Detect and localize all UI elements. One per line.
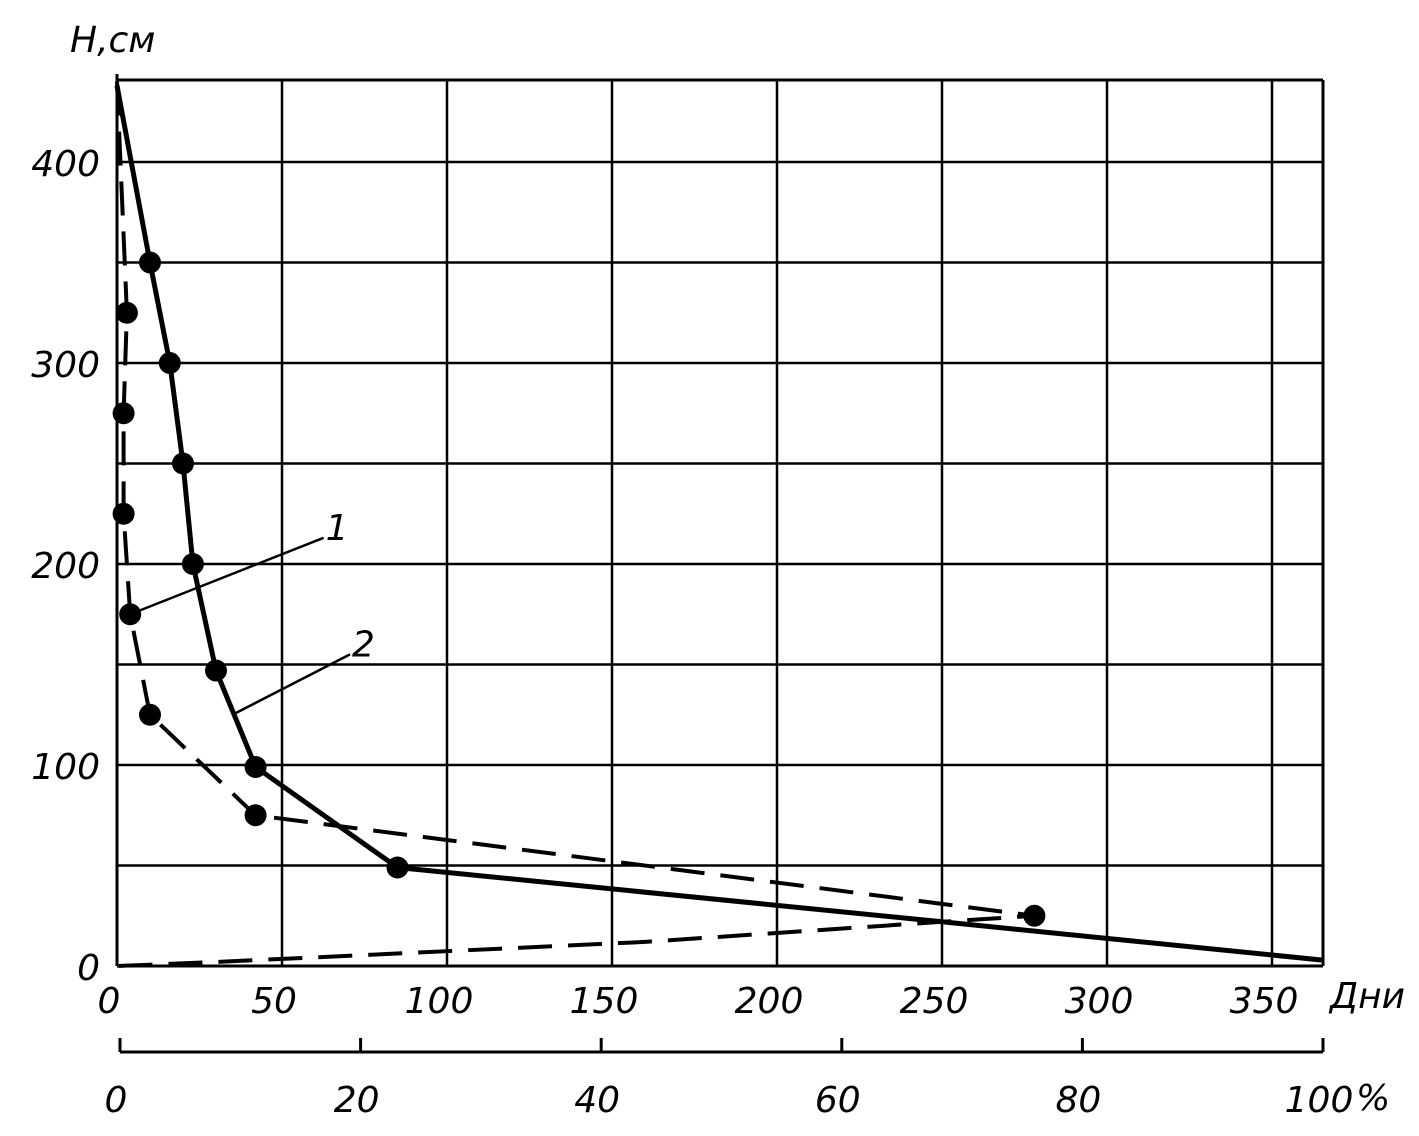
percent-tick-label: 20	[334, 1080, 380, 1121]
x-tick-label: 150	[570, 981, 639, 1022]
series-layer	[114, 81, 1322, 968]
percent-tick-label: 0	[105, 1080, 128, 1121]
callout-leader	[129, 536, 325, 616]
series-2-point	[158, 352, 181, 374]
y-tick-label: 400	[31, 144, 100, 185]
percent-tick-label: 40	[574, 1080, 620, 1121]
series-1-point	[139, 703, 161, 726]
series-2-line	[114, 85, 1322, 963]
y-tick-label: 300	[31, 345, 100, 386]
series-1-point	[244, 804, 267, 827]
callouts-layer: 12	[129, 508, 375, 716]
percent-tick-label: 80	[1055, 1080, 1101, 1121]
x-tick-label: 250	[900, 981, 969, 1022]
series-2-point	[139, 251, 161, 274]
grid	[117, 80, 1323, 966]
series-1-point	[112, 502, 135, 525]
series-2-point	[205, 659, 227, 682]
callout-leader	[231, 653, 351, 716]
callout-label: 2	[352, 624, 375, 665]
series-2-point	[181, 553, 204, 575]
callout-label: 1	[326, 508, 349, 549]
series-2-point	[172, 452, 194, 475]
series-2-point	[386, 856, 409, 879]
x-axis-label: Дни	[1328, 976, 1405, 1017]
markers-layer	[112, 251, 1046, 927]
percent-tick-label: 100	[1285, 1080, 1354, 1121]
y-tick-label: 100	[31, 747, 100, 788]
series-1-line	[115, 81, 1037, 968]
series-1-point	[112, 402, 135, 425]
percent-unit-label: %	[1356, 1078, 1390, 1119]
series-1-point	[1023, 904, 1046, 927]
percent-axis: 0 20 40 60 80 100%	[105, 1038, 1390, 1121]
y-tick-label: 0	[77, 948, 100, 989]
plot-frame	[115, 74, 1325, 968]
series-1-point	[115, 301, 138, 324]
percent-tick-label: 60	[815, 1080, 861, 1121]
x-tick-label: 300	[1065, 981, 1134, 1022]
x-tick-label: 100	[405, 981, 474, 1022]
x-tick-label: 50	[251, 981, 297, 1022]
x-tick-label: 200	[735, 981, 804, 1022]
y-tick-label: 200	[31, 546, 100, 587]
tick-labels: 0 50 100 150 200 250 300 350 0 100 200 300 400	[31, 144, 1298, 1022]
series-2-point	[244, 756, 267, 779]
y-axis-label: H,см	[70, 20, 155, 61]
x-tick-label: 0	[98, 981, 121, 1022]
x-tick-label: 350	[1230, 981, 1299, 1022]
